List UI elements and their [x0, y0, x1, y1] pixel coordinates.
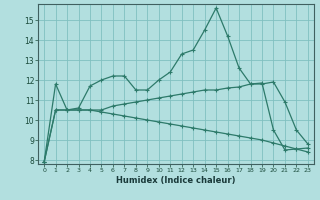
X-axis label: Humidex (Indice chaleur): Humidex (Indice chaleur)	[116, 176, 236, 185]
